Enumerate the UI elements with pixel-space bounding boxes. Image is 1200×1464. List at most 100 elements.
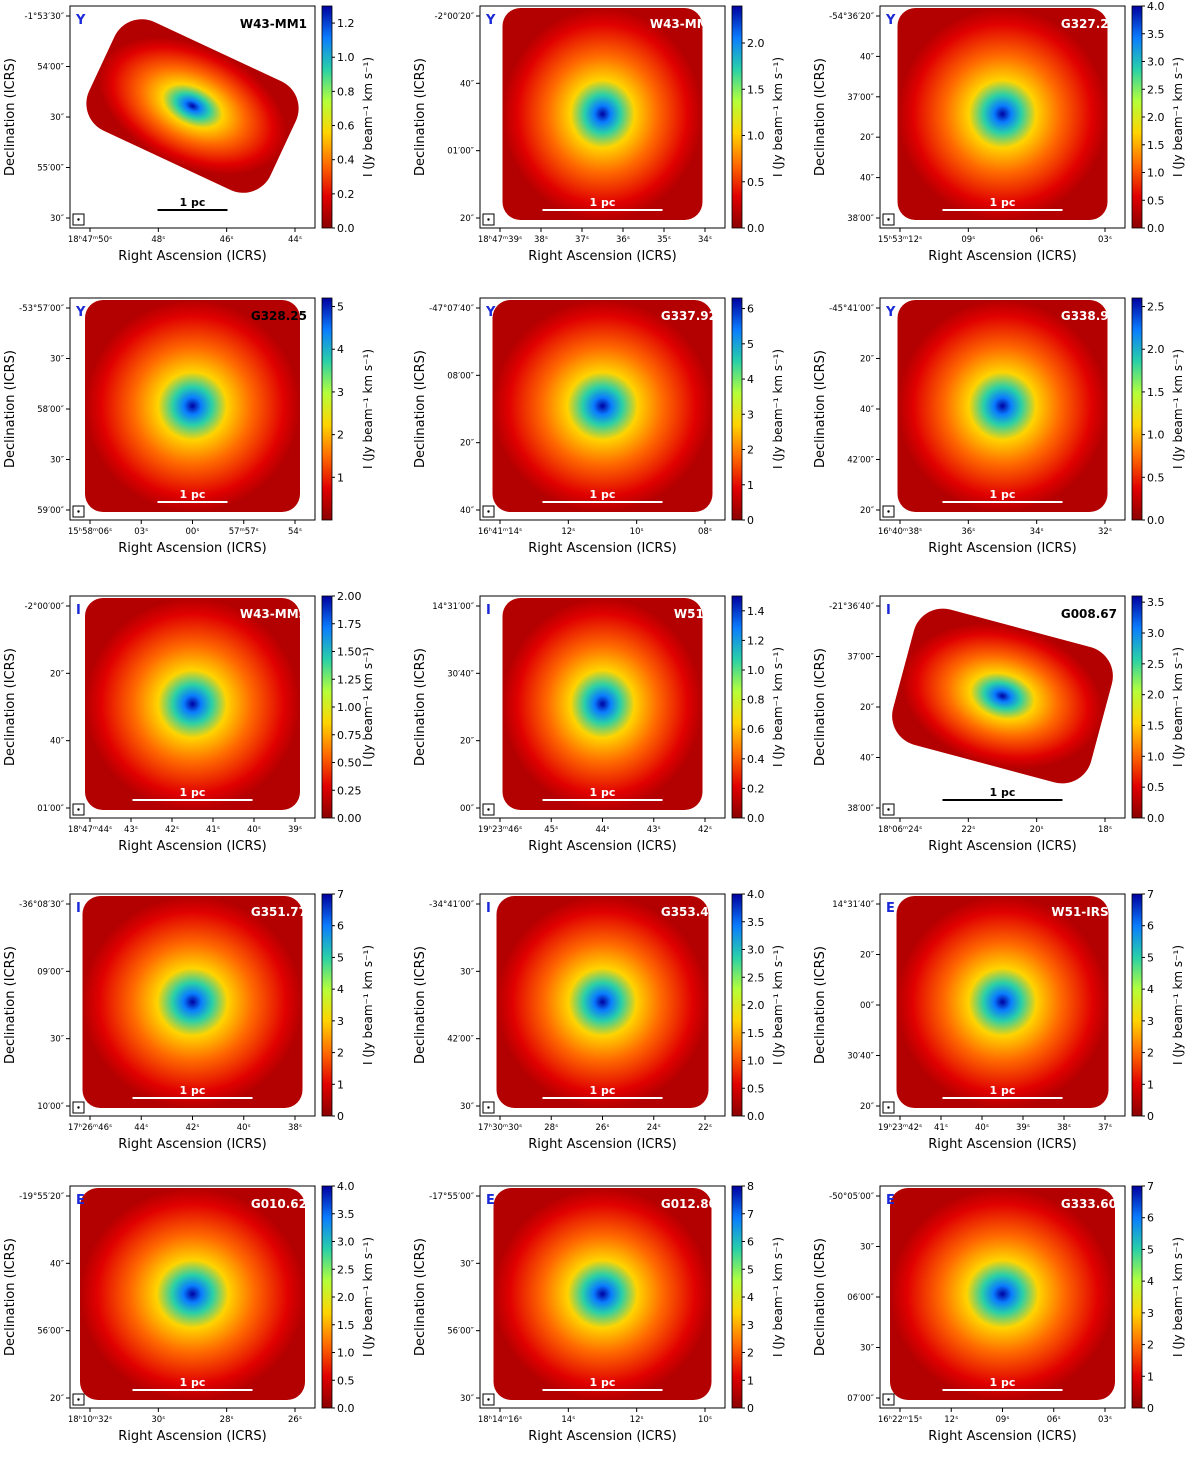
colorbar: [1131, 595, 1143, 819]
colorbar-tick-label: 0.0: [747, 1110, 765, 1123]
colorbar-tick-label: 1.0: [1147, 750, 1165, 763]
map-panel-svg: 1 pc Y W43-MM1 18ʰ47ᵐ50ˢ 48ˢ 46ˢ 44ˢ -1°53′30″ 5…: [3, 5, 375, 264]
y-tick-label: 40″: [860, 52, 874, 62]
source-name: G337.92: [661, 309, 717, 323]
emission-field: [502, 598, 703, 810]
x-tick-label: 34ˢ: [1030, 527, 1044, 537]
colorbar-tick-label: 0.0: [1147, 222, 1165, 235]
x-tick-label: 28ˢ: [220, 1415, 234, 1425]
y-tick-label: 30″: [50, 1035, 64, 1045]
x-tick-label: 18ˢ: [1098, 825, 1112, 835]
evolution-stage-label: I: [886, 603, 891, 618]
colorbar-tick-label: 0.4: [337, 154, 355, 167]
x-tick-label: 42ˢ: [186, 1123, 200, 1133]
colorbar-tick-label: 3.0: [1147, 627, 1165, 640]
colorbar-tick-label: 4: [1147, 1275, 1154, 1288]
y-tick-label: -50°05′00″: [829, 1192, 874, 1202]
x-tick-label: 44ˢ: [596, 825, 610, 835]
y-tick-label: 40″: [860, 754, 874, 764]
x-axis-label: Right Ascension (ICRS): [928, 249, 1076, 264]
y-tick-label: 07′00″: [847, 1394, 874, 1404]
y-tick-label: 14°31′00″: [432, 602, 474, 612]
beam-marker: [487, 1106, 490, 1109]
y-tick-label: 38′00″: [847, 214, 874, 224]
source-name: W43-MM2: [650, 17, 717, 31]
source-name: G008.67: [1061, 607, 1117, 621]
y-tick-label: 20″: [860, 703, 874, 713]
y-tick-label: 09′00″: [37, 967, 64, 977]
map-panel-g353.41: 1 pc I G353.41 17ʰ30ᵐ30ˢ 28ˢ 26ˢ 24ˢ 22ˢ -34°41′…: [410, 888, 800, 1168]
colorbar: [321, 5, 333, 229]
colorbar-tick-label: 0.2: [337, 188, 355, 201]
beam-marker: [77, 510, 80, 513]
y-tick-label: 58′00″: [37, 405, 64, 415]
x-tick-label: 38ˢ: [1057, 1123, 1071, 1133]
y-tick-label: 08′00″: [447, 371, 474, 381]
y-axis-label: Declination (ICRS): [813, 946, 828, 1064]
colorbar-tick-label: 0: [747, 1402, 754, 1415]
x-axis-label: Right Ascension (ICRS): [928, 1429, 1076, 1444]
evolution-stage-label: E: [886, 901, 895, 916]
y-tick-label: 20″: [860, 133, 874, 143]
colorbar-label: I (Jy beam⁻¹ km s⁻¹): [771, 349, 785, 469]
y-tick-label: 20″: [50, 1394, 64, 1404]
y-tick-label: -19°55′20″: [19, 1192, 64, 1202]
x-axis-label: Right Ascension (ICRS): [528, 541, 676, 556]
x-tick-label: 14ˢ: [561, 1415, 575, 1425]
colorbar-tick-label: 1.0: [337, 51, 355, 64]
colorbar: [731, 5, 743, 229]
y-tick-label: 30″: [50, 355, 64, 365]
x-tick-label: 17ʰ30ᵐ30ˢ: [478, 1123, 522, 1133]
colorbar-label: I (Jy beam⁻¹ km s⁻¹): [361, 57, 375, 177]
x-tick-label: 17ʰ26ᵐ46ˢ: [68, 1123, 112, 1133]
x-axis-label: Right Ascension (ICRS): [118, 839, 266, 854]
colorbar-tick-label: 3: [1147, 1307, 1154, 1320]
colorbar-tick-label: 0.25: [337, 784, 362, 797]
y-tick-label: -36°08′30″: [19, 900, 64, 910]
colorbar-tick-label: 3.0: [747, 944, 765, 957]
y-axis-label: Declination (ICRS): [3, 58, 18, 176]
emission-field: [897, 300, 1108, 512]
colorbar-tick-label: 7: [337, 888, 344, 901]
x-tick-label: 18ʰ47ᵐ44ˢ: [68, 825, 112, 835]
colorbar-tick-label: 0.0: [337, 1402, 355, 1415]
x-tick-label: 34ˢ: [698, 235, 712, 245]
x-axis-label: Right Ascension (ICRS): [528, 249, 676, 264]
x-axis-label: Right Ascension (ICRS): [928, 839, 1076, 854]
map-panel-g008.67: 1 pc I G008.67 18ʰ06ᵐ24ˢ 22ˢ 20ˢ 18ˢ -21°36′40″…: [810, 590, 1200, 870]
x-tick-label: 57ᵐ57ˢ: [229, 527, 259, 537]
x-tick-label: 18ʰ06ᵐ24ˢ: [878, 825, 922, 835]
source-name: W51-E: [674, 607, 717, 621]
x-tick-label: 10ˢ: [630, 527, 644, 537]
x-tick-label: 36ˢ: [616, 235, 630, 245]
colorbar-tick-label: 1.75: [337, 618, 362, 631]
colorbar-tick-label: 4: [747, 373, 754, 386]
map-panel-svg: 1 pc E G333.60 16ʰ22ᵐ15ˢ 12ˢ 09ˢ 06ˢ 03ˢ -50°05′…: [813, 1180, 1185, 1444]
y-tick-label: 54′00″: [37, 63, 64, 73]
colorbar-tick-label: 2.0: [747, 37, 765, 50]
colorbar-tick-label: 0.6: [747, 723, 765, 736]
map-panel-g012.80: 1 pc E G012.80 18ʰ14ᵐ16ˢ 14ˢ 12ˢ 10ˢ -17°55′00″…: [410, 1180, 800, 1460]
x-tick-label: 41ˢ: [206, 825, 220, 835]
x-tick-label: 28ˢ: [544, 1123, 558, 1133]
colorbar-label: I (Jy beam⁻¹ km s⁻¹): [361, 349, 375, 469]
scale-bar-label: 1 pc: [990, 786, 1016, 799]
colorbar: [731, 893, 743, 1117]
x-tick-label: 40ˢ: [975, 1123, 989, 1133]
y-tick-label: -53°57′00″: [19, 304, 64, 314]
scale-bar-label: 1 pc: [590, 1376, 616, 1389]
scale-bar-label: 1 pc: [180, 1376, 206, 1389]
colorbar-tick-label: 2.5: [1147, 658, 1165, 671]
source-name: G010.62: [251, 1197, 307, 1211]
y-tick-label: -34°41′00″: [429, 900, 474, 910]
colorbar-tick-label: 0.5: [747, 1082, 765, 1095]
scale-bar-label: 1 pc: [590, 196, 616, 209]
colorbar-tick-label: 0.6: [337, 120, 355, 133]
colorbar-label: I (Jy beam⁻¹ km s⁻¹): [771, 945, 785, 1065]
map-panel-g327.29: 1 pc Y G327.29 15ʰ53ᵐ12ˢ 09ˢ 06ˢ 03ˢ -54°36′20″…: [810, 0, 1200, 280]
y-tick-label: 00″: [460, 804, 474, 814]
x-tick-label: 22ˢ: [961, 825, 975, 835]
y-tick-label: 20″: [460, 737, 474, 747]
colorbar-tick-label: 3.5: [1147, 28, 1165, 41]
y-tick-label: 20″: [50, 669, 64, 679]
